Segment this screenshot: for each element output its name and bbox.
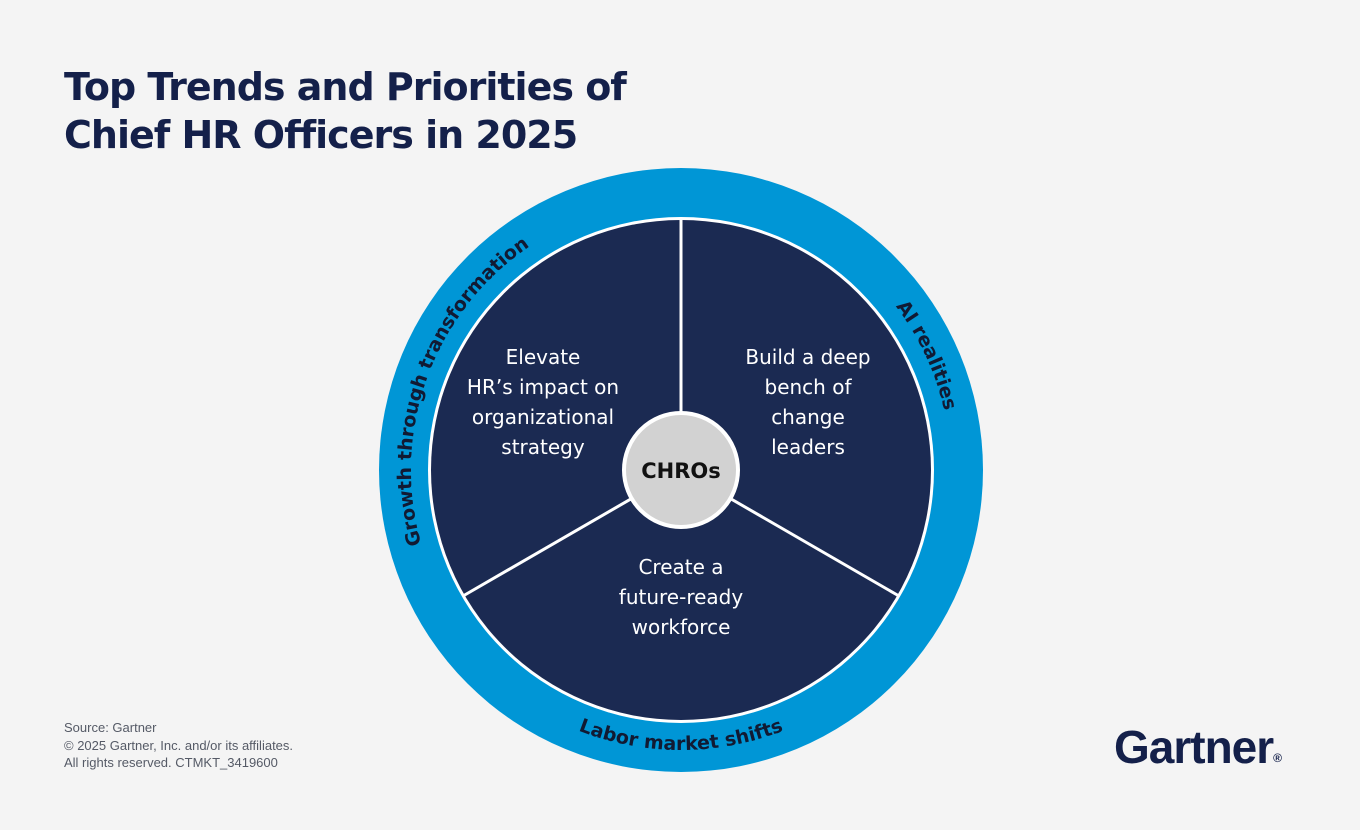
source-line: All rights reserved. CTMKT_3419600 bbox=[64, 755, 278, 770]
logo-mark: ® bbox=[1273, 751, 1282, 765]
segment-text: Elevate bbox=[506, 345, 581, 369]
segment-text: leaders bbox=[771, 435, 845, 459]
segment-text: future-ready bbox=[619, 585, 744, 609]
segment-text: Build a deep bbox=[745, 345, 870, 369]
segment-text: strategy bbox=[501, 435, 585, 459]
segment-text: HR’s impact on bbox=[467, 375, 619, 399]
segment-text: workforce bbox=[632, 615, 731, 639]
title-line: Top Trends and Priorities of bbox=[64, 65, 627, 109]
segments: Elevate HR’s impact on organizational strat… bbox=[467, 345, 871, 639]
segment-text: organizational bbox=[472, 405, 614, 429]
logo: Gartner® bbox=[1114, 721, 1282, 773]
segment-text: Create a bbox=[638, 555, 723, 579]
logo-text: Gartner bbox=[1114, 721, 1274, 773]
source-line: © 2025 Gartner, Inc. and/or its affiliat… bbox=[64, 738, 293, 753]
center-circle bbox=[622, 411, 740, 529]
segment-text: change bbox=[771, 405, 845, 429]
source-line: Source: Gartner bbox=[64, 720, 157, 735]
center-label: CHROs bbox=[641, 459, 721, 483]
title-line: Chief HR Officers in 2025 bbox=[64, 113, 577, 157]
segment-text: bench of bbox=[765, 375, 853, 399]
